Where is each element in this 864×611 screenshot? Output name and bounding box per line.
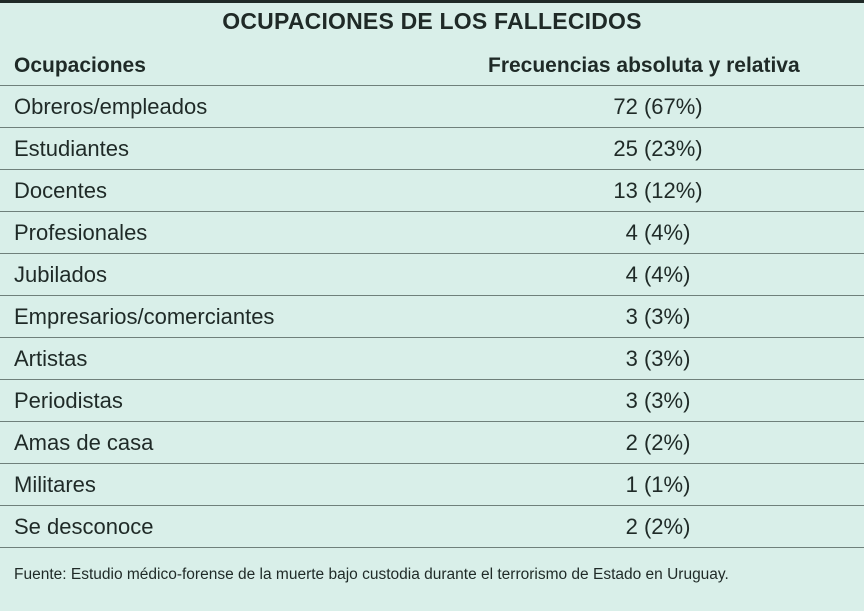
table-row: Se desconoce 2 (2%) [0, 506, 864, 548]
table-row: Obreros/empleados 72 (67%) [0, 86, 864, 128]
top-rule [0, 0, 864, 3]
occupation-cell: Empresarios/comerciantes [14, 304, 275, 329]
table-row: Profesionales 4 (4%) [0, 212, 864, 254]
table-title: OCUPACIONES DE LOS FALLECIDOS [222, 8, 642, 34]
frequency-cell: 72 (67%) [613, 94, 703, 119]
frequency-cell: 3 (3%) [625, 346, 691, 371]
occupation-cell: Se desconoce [14, 514, 154, 539]
table-row: Artistas 3 (3%) [0, 338, 864, 380]
table-row: Jubilados 4 (4%) [0, 254, 864, 296]
occupation-cell: Periodistas [14, 388, 123, 413]
occupation-cell: Jubilados [14, 262, 107, 287]
occupation-cell: Amas de casa [14, 430, 154, 455]
table-row: Amas de casa 2 (2%) [0, 422, 864, 464]
frequency-cell: 2 (2%) [625, 514, 691, 539]
frequency-cell: 25 (23%) [613, 136, 703, 161]
source-footnote: Fuente: Estudio médico-forense de la mue… [14, 566, 729, 583]
table-row: Empresarios/comerciantes 3 (3%) [0, 296, 864, 338]
column-header-frequency: Frecuencias absoluta y relativa [488, 54, 800, 77]
occupation-cell: Artistas [14, 346, 88, 371]
table-row: Militares 1 (1%) [0, 464, 864, 506]
frequency-cell: 1 (1%) [625, 472, 691, 497]
occupation-cell: Docentes [14, 178, 107, 203]
column-header-occupations: Ocupaciones [14, 54, 146, 77]
frequency-cell: 3 (3%) [625, 388, 691, 413]
occupations-table: Ocupaciones Frecuencias absoluta y relat… [0, 44, 864, 548]
frequency-cell: 2 (2%) [625, 430, 691, 455]
frequency-cell: 4 (4%) [625, 220, 691, 245]
occupation-cell: Estudiantes [14, 136, 129, 161]
occupation-cell: Profesionales [14, 220, 148, 245]
table-row: Periodistas 3 (3%) [0, 380, 864, 422]
table-body: Obreros/empleados 72 (67%) Estudiantes 25 (… [0, 86, 864, 548]
table-row: Docentes 13 (12%) [0, 170, 864, 212]
table-header-row: Ocupaciones Frecuencias absoluta y relat… [0, 44, 864, 86]
frequency-cell: 13 (12%) [613, 178, 703, 203]
occupation-cell: Obreros/empleados [14, 94, 208, 119]
frequency-cell: 3 (3%) [625, 304, 691, 329]
occupation-cell: Militares [14, 472, 96, 497]
table-row: Estudiantes 25 (23%) [0, 128, 864, 170]
frequency-cell: 4 (4%) [625, 262, 691, 287]
